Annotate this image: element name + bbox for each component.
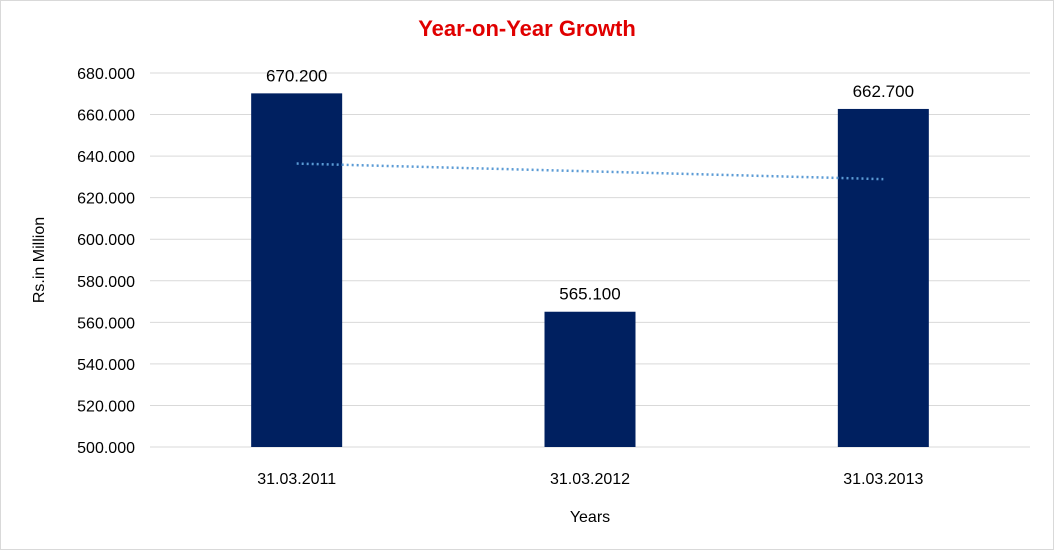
data-label: 670.200 (266, 66, 327, 85)
x-tick-label: 31.03.2012 (550, 471, 630, 488)
bars (251, 93, 929, 448)
y-tick-label: 660.000 (77, 108, 135, 125)
y-tick-label: 520.000 (77, 398, 135, 415)
y-tick-label: 680.000 (77, 66, 135, 83)
trendline-group (296, 162, 884, 181)
bar (251, 93, 343, 448)
y-tick-label: 540.000 (77, 357, 135, 374)
x-axis-title: Years (570, 509, 610, 526)
y-axis-ticks: 500.000 520.000 540.000 560.000 580.000 600.0… (77, 66, 135, 457)
x-tick-label: 31.03.2011 (257, 471, 336, 488)
y-axis-title: Rs.in Million (31, 217, 48, 303)
y-tick-label: 600.000 (77, 232, 135, 249)
data-label: 565.100 (559, 285, 620, 304)
x-tick-label: 31.03.2013 (843, 471, 923, 488)
y-tick-label: 560.000 (77, 315, 135, 332)
bar (544, 311, 636, 447)
y-tick-label: 500.000 (77, 440, 135, 457)
data-labels: 670.200 565.100 662.700 (266, 66, 914, 303)
y-tick-label: 640.000 (77, 149, 135, 166)
chart-title: Year-on-Year Growth (418, 16, 636, 41)
bar (837, 108, 929, 447)
x-axis-ticks: 31.03.2011 31.03.2012 31.03.2013 (257, 471, 923, 488)
y-tick-label: 580.000 (77, 274, 135, 291)
data-label: 662.700 (853, 82, 914, 101)
trendline (296, 162, 884, 181)
y-tick-label: 620.000 (77, 191, 135, 208)
